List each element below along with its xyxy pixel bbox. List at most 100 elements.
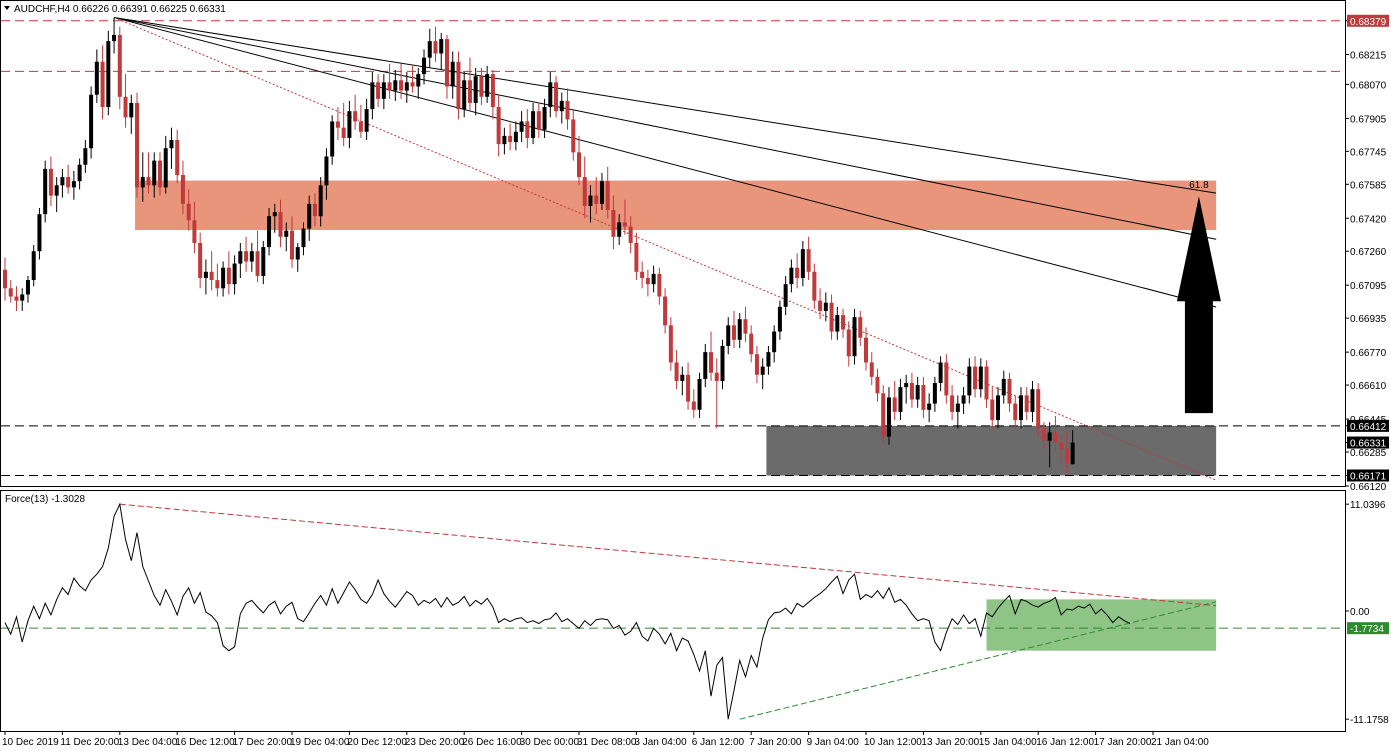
- candle-body: [829, 302, 834, 332]
- candle-body: [909, 383, 914, 400]
- candle: [588, 185, 593, 223]
- price-tick-label: 0.66770: [1350, 348, 1387, 359]
- price-tick-label: 0.66610: [1350, 381, 1387, 392]
- candle-body: [1018, 395, 1023, 421]
- candle: [31, 245, 36, 287]
- candle: [226, 251, 231, 295]
- candle: [663, 288, 668, 334]
- price-badge: [1347, 436, 1389, 449]
- candle: [117, 26, 122, 110]
- candle: [135, 92, 140, 198]
- candle: [938, 356, 943, 392]
- candle-body: [726, 325, 731, 346]
- price-tick-label: 0.67420: [1350, 214, 1387, 225]
- candle-body: [548, 82, 553, 108]
- candle-body: [990, 399, 995, 421]
- candle: [875, 368, 880, 402]
- candle-body: [129, 102, 134, 118]
- candle: [812, 263, 817, 309]
- candle-body: [754, 354, 759, 375]
- candle-body: [795, 267, 800, 278]
- candle-body: [628, 226, 633, 243]
- candle: [990, 387, 995, 429]
- candle-body: [175, 140, 180, 176]
- candle-body: [450, 61, 455, 87]
- candle: [921, 376, 926, 419]
- candle: [565, 88, 570, 130]
- candle: [1047, 422, 1052, 468]
- candle: [169, 127, 174, 169]
- candle: [881, 385, 886, 445]
- candle: [462, 72, 467, 118]
- time-tick-label: 16 Dec 12:00: [175, 737, 235, 748]
- candle-body: [640, 271, 645, 278]
- price-tick-label: 0.67585: [1350, 180, 1387, 191]
- candle: [898, 378, 903, 421]
- candle: [496, 94, 501, 157]
- candle-body: [358, 121, 363, 132]
- candle-body: [731, 325, 736, 340]
- candle-body: [858, 317, 863, 338]
- candle: [450, 51, 455, 99]
- candle-body: [140, 177, 145, 188]
- candle: [410, 65, 415, 93]
- candle-body: [152, 160, 157, 186]
- candle: [886, 387, 891, 445]
- candle-body: [209, 271, 214, 281]
- force-tick-label: -11.1758: [1350, 715, 1389, 726]
- candle-body: [611, 210, 616, 237]
- candle: [961, 387, 966, 414]
- candle-body: [783, 284, 788, 307]
- candle: [301, 222, 306, 256]
- candle: [628, 216, 633, 254]
- candle-body: [617, 222, 622, 237]
- price-badge: [1347, 14, 1389, 27]
- candle: [198, 232, 203, 289]
- candle-body: [83, 148, 88, 165]
- candle-body: [709, 352, 714, 373]
- candle: [54, 177, 59, 213]
- candle: [978, 358, 983, 398]
- candle-body: [588, 195, 593, 206]
- time-tick-label: 13 Dec 04:00: [118, 737, 178, 748]
- candle-body: [376, 82, 381, 99]
- price-tick-label: 0.67745: [1350, 147, 1387, 158]
- candle: [737, 313, 742, 349]
- candle: [800, 240, 805, 287]
- candle-body: [106, 41, 111, 108]
- candle: [267, 207, 272, 256]
- candle: [766, 345, 771, 375]
- candle: [852, 308, 857, 365]
- candle-body: [634, 242, 639, 272]
- candle-body: [680, 374, 685, 381]
- dropdown-icon[interactable]: [4, 6, 10, 10]
- candle: [582, 156, 587, 219]
- candle-body: [404, 82, 409, 91]
- candle-body: [20, 294, 25, 301]
- candle-body: [886, 397, 891, 437]
- candle-body: [898, 387, 903, 412]
- time-tick-label: 21 Jan 04:00: [1151, 737, 1209, 748]
- candle: [651, 265, 656, 293]
- candle: [255, 230, 260, 283]
- time-tick-label: 9 Jan 04:00: [807, 737, 860, 748]
- price-tick-label: 0.66285: [1350, 448, 1387, 459]
- candle-body: [473, 76, 478, 103]
- candle-body: [904, 383, 909, 388]
- candle: [358, 105, 363, 138]
- candle-body: [3, 269, 7, 289]
- time-tick-label: 10 Dec 2019: [2, 737, 59, 748]
- candle-body: [387, 82, 392, 91]
- candle-body: [31, 251, 36, 281]
- candle: [422, 49, 427, 85]
- candle-body: [112, 34, 117, 42]
- candle-body: [1053, 432, 1058, 443]
- candle: [312, 193, 317, 227]
- candle-body: [433, 41, 438, 54]
- candle: [278, 199, 283, 248]
- candle: [1059, 434, 1064, 464]
- candle: [668, 317, 673, 371]
- candle: [531, 102, 536, 145]
- candle-body: [823, 302, 828, 311]
